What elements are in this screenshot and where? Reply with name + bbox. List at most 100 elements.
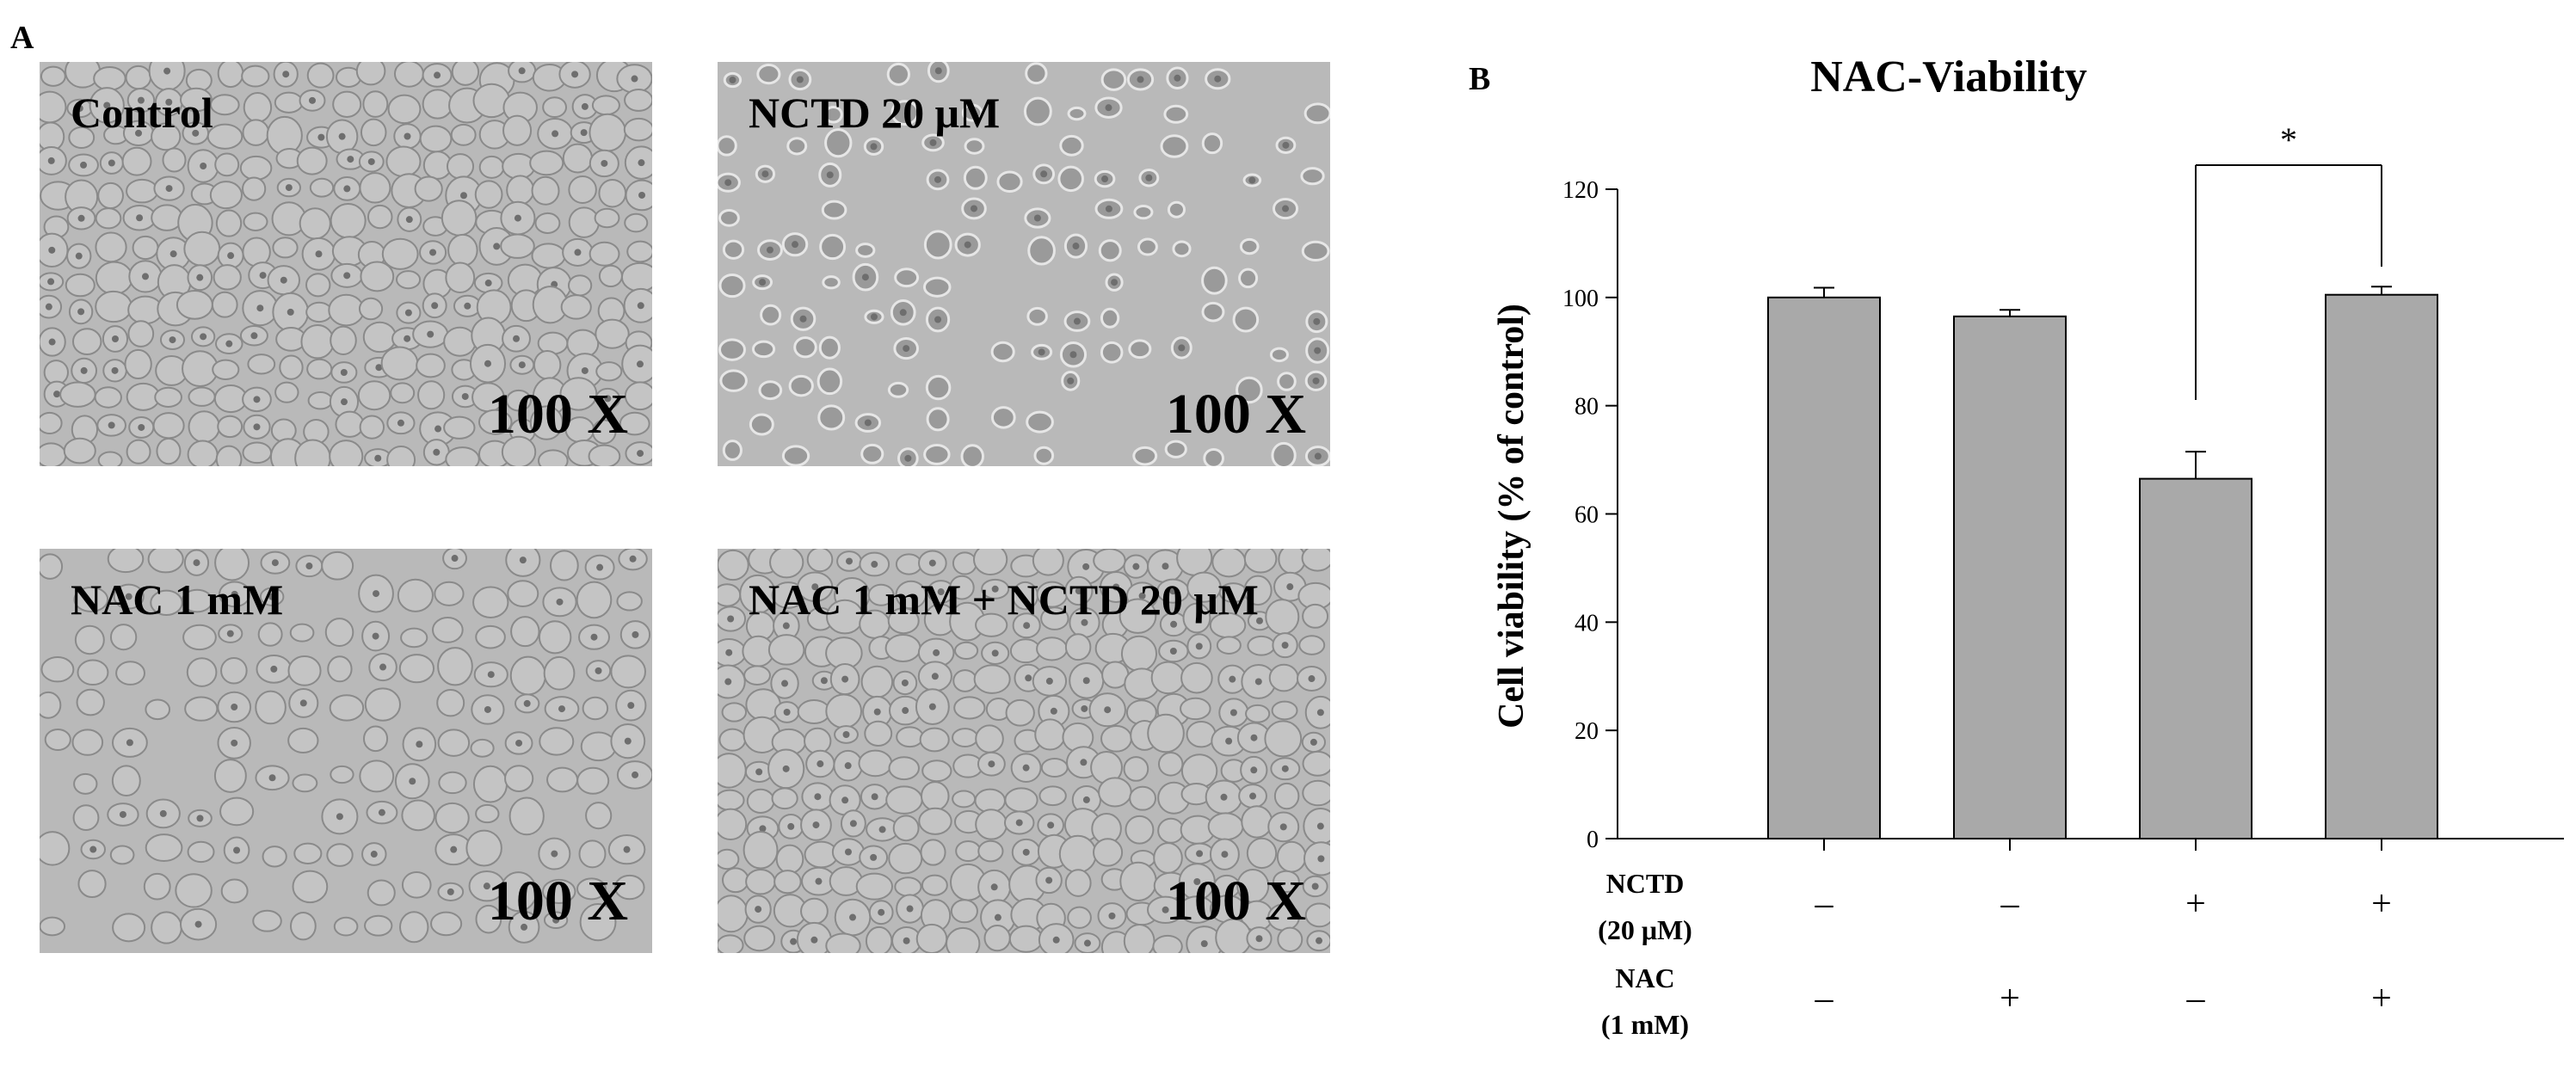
cell-shape <box>1180 753 1218 789</box>
cell-shape <box>417 380 446 410</box>
cell-shape <box>952 790 977 809</box>
cell-shape <box>436 689 465 717</box>
cell-shape <box>1064 869 1092 897</box>
cell-nucleus <box>627 702 635 710</box>
cell-shape <box>478 155 505 179</box>
cell-shape <box>719 369 748 392</box>
cell-nucleus <box>1137 76 1144 83</box>
cell-shape <box>470 738 495 758</box>
cell-shape <box>1026 410 1054 434</box>
cell-nucleus <box>1022 848 1030 856</box>
cell-shape <box>398 911 429 944</box>
cell-nucleus <box>1312 377 1320 384</box>
cell-nucleus <box>192 129 200 137</box>
cell-shape <box>529 405 564 440</box>
cell-nucleus <box>1111 279 1119 286</box>
cell-shape <box>624 212 649 233</box>
cell-nucleus <box>782 765 790 772</box>
cell-nucleus <box>755 768 763 776</box>
cell-shape <box>478 409 513 435</box>
cell-nucleus <box>1138 592 1146 600</box>
cell-shape <box>40 90 67 124</box>
cell-nucleus <box>761 170 769 178</box>
cell-shape <box>576 581 613 619</box>
cell-shape <box>824 128 853 158</box>
cell-nucleus <box>861 274 869 281</box>
cell-shape <box>59 381 96 408</box>
cell-shape <box>977 839 1004 863</box>
cell-shape <box>242 119 270 146</box>
cell-shape <box>718 583 742 607</box>
cell-shape <box>362 90 389 118</box>
y-tick-label: 120 <box>1562 177 1599 204</box>
cell-shape <box>1005 698 1035 727</box>
cell-nucleus <box>75 252 83 260</box>
cell-shape <box>973 664 1011 694</box>
cell-shape <box>614 874 645 901</box>
y-tick-label: 0 <box>1587 827 1599 853</box>
cell-nucleus <box>846 557 854 565</box>
cell-shape <box>299 207 331 240</box>
cell-shape <box>472 586 509 619</box>
cell-shape <box>40 691 62 719</box>
cell-nucleus <box>799 315 807 323</box>
cell-shape <box>580 731 617 762</box>
cell-shape <box>1058 834 1097 874</box>
cell-shape <box>825 693 863 729</box>
cell-nucleus <box>47 278 55 286</box>
cell-nucleus <box>1249 792 1257 800</box>
cell-nucleus <box>1045 677 1053 685</box>
cell-nucleus <box>484 360 491 367</box>
cell-shape <box>1023 96 1052 126</box>
cell-nucleus <box>1316 709 1324 716</box>
cell-shape <box>718 808 748 840</box>
bar <box>2325 293 2438 839</box>
cell-nucleus <box>409 778 416 785</box>
cell-shape <box>445 446 480 466</box>
cell-nucleus <box>379 663 387 671</box>
cell-shape <box>359 759 395 793</box>
cell-nucleus <box>484 705 491 713</box>
cell-shape <box>531 175 560 206</box>
cell-nucleus <box>405 216 413 224</box>
cell-shape <box>414 175 443 202</box>
chart-title: NAC-Viability <box>1810 52 2087 101</box>
cell-nucleus <box>1162 906 1169 913</box>
cell-nucleus <box>1023 622 1031 630</box>
cell-shape <box>187 840 215 864</box>
cell-shape <box>923 443 951 465</box>
cell-shape <box>293 842 323 865</box>
magnification-label: 100 X <box>1165 870 1306 932</box>
cell-shape <box>1128 339 1152 360</box>
cell-nucleus <box>623 846 631 853</box>
cell-nucleus <box>404 309 412 317</box>
cell-nucleus <box>514 214 521 222</box>
cell-nucleus <box>1015 819 1023 827</box>
cell-shape <box>920 781 950 811</box>
cell-shape <box>543 655 576 691</box>
cell-shape <box>855 872 893 901</box>
cell-shape <box>895 580 927 610</box>
cell-shape <box>888 756 920 781</box>
cell-shape <box>289 911 317 941</box>
cell-shape <box>915 923 948 953</box>
cell-nucleus <box>601 159 608 167</box>
cell-shape <box>1277 372 1297 391</box>
cell-shape <box>781 445 810 466</box>
cell-shape <box>93 66 126 91</box>
cell-shape <box>1302 750 1330 777</box>
cell-shape <box>718 273 746 298</box>
cell-nucleus <box>1145 174 1153 181</box>
cell-shape <box>359 415 385 440</box>
micrograph-nac-nctd: NAC 1 mM + NCTD 20 μM 100 X <box>718 549 1330 953</box>
cell-shape <box>385 145 422 178</box>
cell-nucleus <box>108 159 115 167</box>
cell-shape <box>447 233 478 267</box>
cell-nucleus <box>1229 675 1236 683</box>
cell-shape <box>1059 134 1084 157</box>
cell-shape <box>1033 446 1055 465</box>
cell-nucleus <box>280 276 287 284</box>
cell-shape <box>921 759 952 783</box>
cell-shape <box>1182 602 1211 634</box>
cell-shape <box>983 925 1011 952</box>
